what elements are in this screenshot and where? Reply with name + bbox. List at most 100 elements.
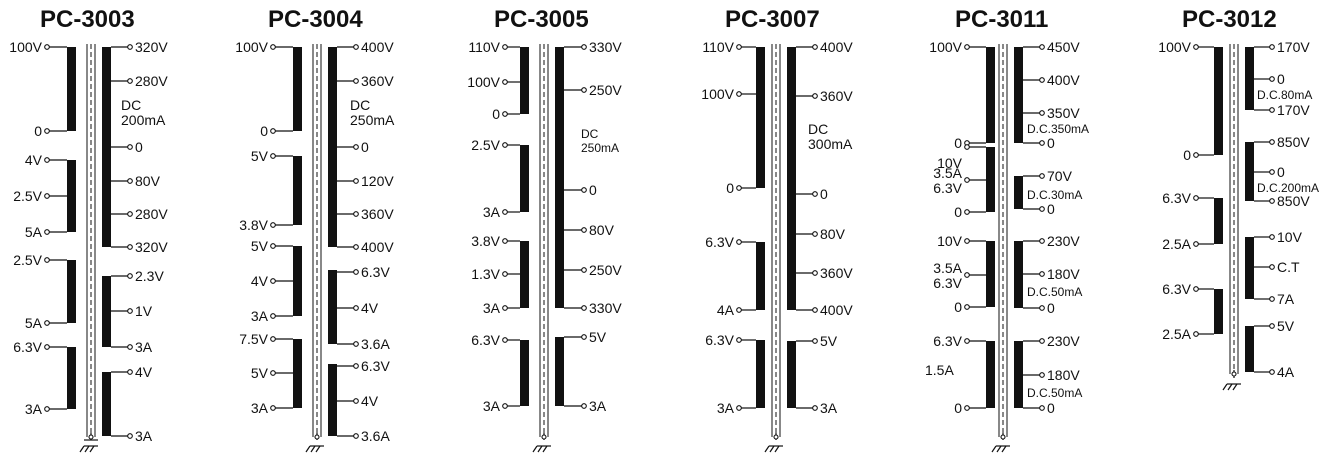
terminal-label: 100V (235, 39, 268, 55)
terminal-label: 400V (361, 39, 394, 55)
terminal-label: 3A (483, 204, 501, 220)
right-labels: 330V 250V 0 80V 250V 330V 5V 3A (589, 39, 622, 414)
terminal-label: 3.8V (239, 217, 268, 233)
terminal-label: 4V (361, 300, 379, 316)
left-labels: 110V 100V 0 2.5V 3A 3.8V 1.3V 3A 6.3V 3A (467, 39, 500, 414)
terminal-label: 2.5V (13, 188, 42, 204)
terminal-label: 2.5A (1162, 236, 1191, 252)
terminal-label: 3A (25, 401, 43, 417)
terminal-label: 0 (1277, 164, 1285, 180)
right-terminals (796, 44, 818, 411)
core (1222, 44, 1241, 391)
terminal-label: 170V (1277, 102, 1310, 118)
terminal-label: 10V (937, 155, 963, 171)
terminal-label: 360V (361, 206, 394, 222)
right-terminals (564, 44, 587, 409)
primary-winding (520, 47, 529, 114)
primary-winding (986, 47, 995, 143)
terminal-label: 3.5A (933, 165, 962, 181)
terminal-label: 4V (135, 364, 153, 380)
left-labels: 100V 0 5V 3.8V 5V 4V 3A 7.5V 5V 3A (235, 39, 268, 416)
terminal-label: 3.8V (471, 233, 500, 249)
right-labels: 400V 360V 0 80V 360V 400V 5V 3A (820, 39, 853, 416)
hv-winding (328, 47, 337, 247)
terminal-label: 330V (589, 300, 622, 316)
left-terminals (736, 44, 756, 411)
terminal-label: 6.3V (471, 332, 500, 348)
terminal-label: 2.5V (471, 137, 500, 153)
dc-rating: DC (121, 97, 141, 113)
terminal-label: 360V (820, 265, 853, 281)
right-labels: 170V 0 D.C.80mA 170V 850V 0 D.C.200mA 85… (1257, 39, 1319, 380)
transformer-pc-3004: PC-3004 100V (235, 6, 395, 453)
terminal-label: 850V (1277, 193, 1310, 209)
heater-winding (520, 241, 529, 308)
secondary-winding (1245, 326, 1254, 372)
left-terminals (270, 44, 293, 411)
left-labels: 100V 0 4V 2.5V 5A 2.5V 5A 6.3V 3A (9, 39, 42, 417)
terminal-label: 100V (9, 39, 42, 55)
primary-winding (1214, 47, 1223, 155)
terminal-label: 5A (25, 224, 43, 240)
model-title: PC-3005 (494, 6, 589, 33)
terminal-label: 360V (361, 73, 394, 89)
terminal-label: 0 (34, 123, 42, 139)
model-title: PC-3003 (40, 6, 135, 33)
terminal-label: 0 (492, 106, 500, 122)
dc-rating: D.C.50mA (1027, 386, 1082, 400)
left-terminals (964, 44, 986, 411)
terminal-label: 5V (820, 333, 838, 349)
model-title: PC-3012 (1182, 6, 1277, 33)
right-labels: 400V 360V 0 120V 360V 400V 6.3V 4V 3.6A … (361, 39, 394, 444)
core (532, 44, 551, 453)
terminal-label: 0 (1047, 400, 1055, 416)
terminal-label: 80V (589, 222, 615, 238)
terminal-label: 110V (468, 39, 500, 55)
terminal-label: 400V (361, 239, 394, 255)
transformer-pc-3007: PC-3007 110V 100V 0 6.3V (701, 6, 853, 453)
left-terminals (1193, 44, 1214, 337)
terminal-label: 4V (361, 393, 379, 409)
terminal-label: 0 (1183, 147, 1191, 163)
terminal-label: 3A (589, 398, 607, 414)
hv-winding (102, 47, 111, 247)
terminal-label: 80V (135, 173, 161, 189)
terminal-label: 6.3V (705, 332, 734, 348)
transformer-pc-3003: PC-3003 (9, 6, 168, 453)
terminal-label: 320V (135, 39, 168, 55)
terminal-label: 170V (1277, 39, 1310, 55)
terminal-label: 70V (1047, 168, 1073, 184)
secondary-winding (328, 270, 337, 344)
secondary-winding (1245, 237, 1254, 299)
dc-rating: D.C.50mA (1027, 285, 1082, 299)
heater-winding (520, 145, 529, 212)
terminal-label: 100V (929, 39, 962, 55)
heater-winding (293, 339, 302, 408)
terminal-label: 250V (589, 262, 622, 278)
heater-winding (756, 242, 765, 310)
terminal-label: 3.6A (361, 428, 390, 444)
left-terminals (502, 44, 520, 409)
terminal-label: 0 (1047, 300, 1055, 316)
secondary-winding (102, 372, 111, 436)
heater-winding (67, 160, 76, 232)
terminal-label: 10V (1277, 229, 1303, 245)
terminal-label: 1V (135, 303, 153, 319)
terminal-label: 280V (135, 73, 168, 89)
terminal-label: 230V (1047, 333, 1080, 349)
right-labels: 450V 400V 350V D.C.350mA 0 70V D.C.30mA … (1027, 39, 1089, 416)
terminal-label: 0 (726, 180, 734, 196)
core (305, 44, 324, 453)
left-terminals (44, 44, 67, 412)
dc-rating: D.C.80mA (1257, 88, 1312, 102)
terminal-label: 3A (251, 308, 269, 324)
heater-winding (293, 156, 302, 225)
hv-winding (555, 47, 564, 308)
dc-rating: 200mA (121, 112, 166, 128)
heater-winding (520, 340, 529, 406)
terminal-label: 6.3V (1162, 190, 1191, 206)
core (991, 44, 1010, 453)
terminal-label: 320V (135, 239, 168, 255)
heater-winding (756, 340, 765, 408)
